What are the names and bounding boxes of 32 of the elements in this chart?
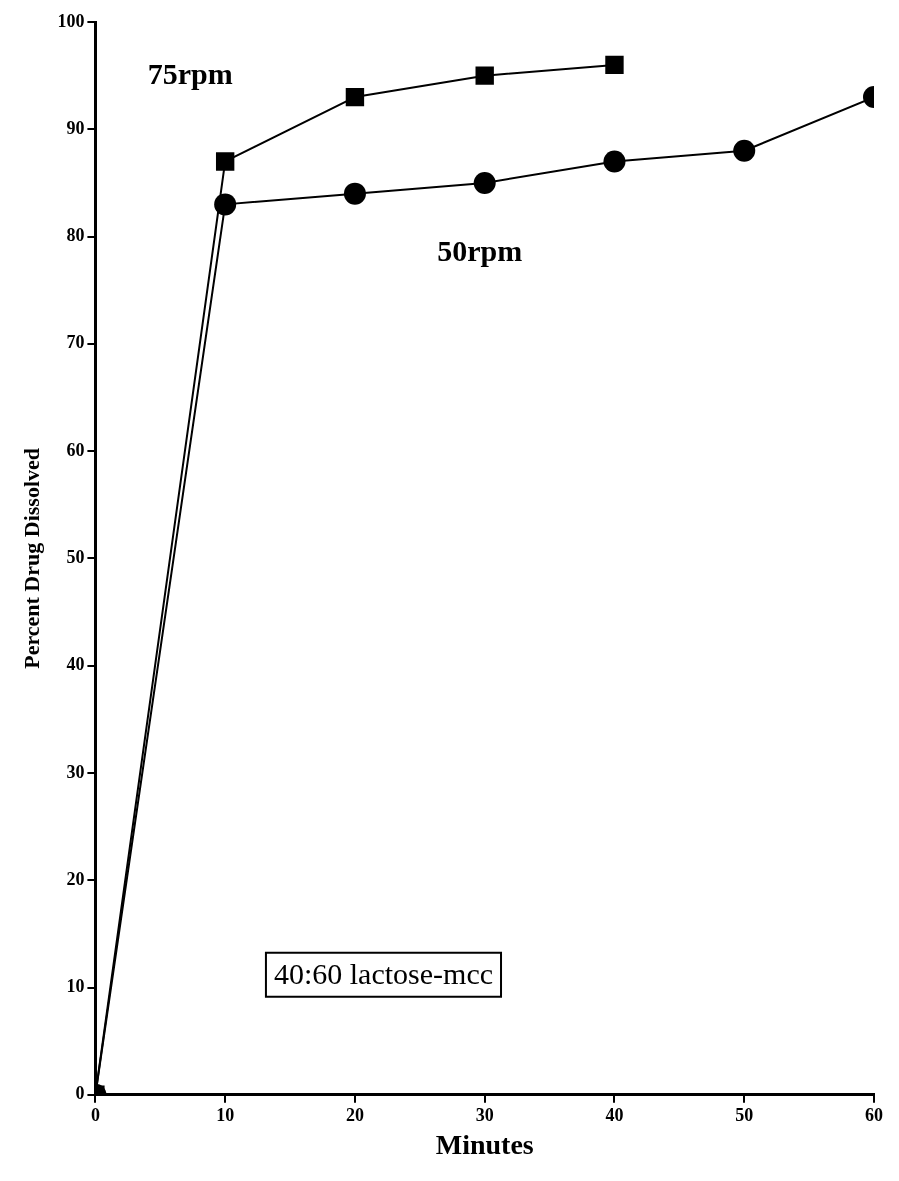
x-tick-label: 10	[216, 1105, 235, 1126]
x-tick-label: 30	[475, 1105, 494, 1126]
y-tick-label: 20	[66, 868, 85, 889]
y-tick-label: 50	[66, 547, 85, 568]
point	[215, 152, 235, 171]
point	[343, 182, 366, 205]
x-axis-title: Minutes	[435, 1129, 534, 1161]
x-tick-label: 40	[605, 1105, 624, 1126]
y-tick-label: 80	[66, 225, 85, 246]
y-tick-label: 10	[66, 976, 85, 997]
y-tick-label: 60	[66, 439, 85, 460]
point	[603, 150, 626, 173]
x-tick-label: 50	[735, 1105, 754, 1126]
point	[345, 87, 365, 107]
point	[605, 55, 624, 75]
x-tick-label: 20	[345, 1105, 364, 1126]
annotation: 40:60 lactose-mcc	[273, 956, 494, 990]
point	[475, 66, 494, 85]
text: 75rpm	[147, 57, 233, 91]
y-tick-label: 40	[66, 654, 85, 675]
x-tick-label: 0	[90, 1105, 100, 1126]
point	[473, 171, 496, 194]
y-tick-label: 70	[66, 332, 85, 353]
y-tick-label: 90	[66, 117, 85, 138]
series-label: 50rpm	[437, 233, 523, 267]
point	[733, 139, 756, 162]
y-axis-title: Percent Drug Dissolved	[18, 448, 44, 669]
y-tick-label: 30	[66, 761, 85, 782]
point	[214, 193, 237, 216]
x-tick-label: 60	[865, 1105, 883, 1126]
y-tick-label: 0	[75, 1083, 85, 1104]
y-tick-label: 100	[57, 10, 85, 31]
